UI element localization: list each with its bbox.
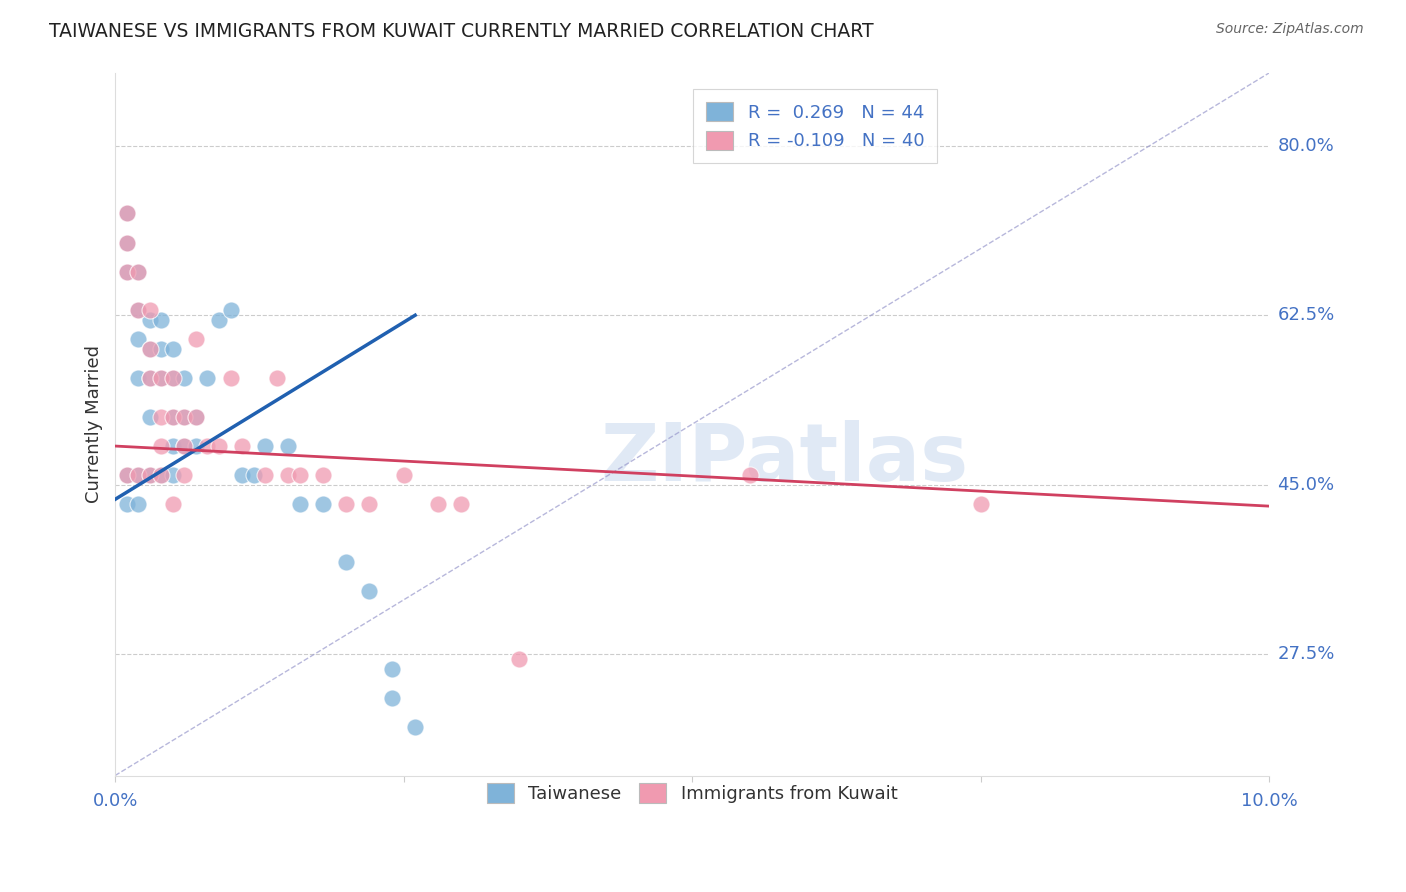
Point xyxy=(173,409,195,424)
Point xyxy=(184,409,207,424)
Point xyxy=(115,265,138,279)
Point xyxy=(381,662,404,676)
Point xyxy=(150,468,173,483)
Point xyxy=(738,468,761,483)
Point xyxy=(184,439,207,453)
Point xyxy=(139,468,162,483)
Point xyxy=(150,342,173,356)
Point xyxy=(219,303,242,318)
Point xyxy=(162,497,184,511)
Point xyxy=(208,313,231,327)
Point xyxy=(277,439,299,453)
Point xyxy=(115,235,138,250)
Text: 45.0%: 45.0% xyxy=(1278,475,1334,494)
Point xyxy=(162,371,184,385)
Point xyxy=(139,303,162,318)
Point xyxy=(150,313,173,327)
Point xyxy=(184,333,207,347)
Point xyxy=(139,342,162,356)
Point xyxy=(115,497,138,511)
Point xyxy=(231,468,253,483)
Point xyxy=(115,468,138,483)
Point xyxy=(127,265,149,279)
Text: 62.5%: 62.5% xyxy=(1278,306,1334,324)
Point xyxy=(312,468,335,483)
Point xyxy=(115,265,138,279)
Point xyxy=(150,468,173,483)
Point xyxy=(162,409,184,424)
Text: Source: ZipAtlas.com: Source: ZipAtlas.com xyxy=(1216,22,1364,37)
Point xyxy=(184,409,207,424)
Point xyxy=(208,439,231,453)
Point xyxy=(127,468,149,483)
Point xyxy=(197,371,219,385)
Point xyxy=(288,468,311,483)
Point xyxy=(254,468,277,483)
Y-axis label: Currently Married: Currently Married xyxy=(86,345,103,503)
Point xyxy=(277,468,299,483)
Point xyxy=(335,555,357,569)
Point xyxy=(139,371,162,385)
Point xyxy=(115,206,138,220)
Point xyxy=(139,313,162,327)
Point xyxy=(266,371,288,385)
Point xyxy=(150,371,173,385)
Point xyxy=(508,652,530,666)
Point xyxy=(173,468,195,483)
Point xyxy=(173,439,195,453)
Point xyxy=(392,468,415,483)
Text: 0.0%: 0.0% xyxy=(93,792,138,810)
Point xyxy=(173,409,195,424)
Point xyxy=(254,439,277,453)
Point xyxy=(427,497,450,511)
Point xyxy=(357,584,380,599)
Text: 27.5%: 27.5% xyxy=(1278,646,1334,664)
Point xyxy=(150,371,173,385)
Point xyxy=(288,497,311,511)
Point xyxy=(335,497,357,511)
Point xyxy=(127,497,149,511)
Point xyxy=(173,439,195,453)
Point xyxy=(381,690,404,705)
Point xyxy=(127,333,149,347)
Point xyxy=(404,720,426,734)
Point xyxy=(139,468,162,483)
Point xyxy=(969,497,991,511)
Point xyxy=(139,342,162,356)
Point xyxy=(312,497,335,511)
Point xyxy=(115,468,138,483)
Point xyxy=(127,371,149,385)
Point xyxy=(127,265,149,279)
Point xyxy=(219,371,242,385)
Point xyxy=(139,371,162,385)
Text: 80.0%: 80.0% xyxy=(1278,136,1334,154)
Legend: Taiwanese, Immigrants from Kuwait: Taiwanese, Immigrants from Kuwait xyxy=(474,771,910,815)
Point xyxy=(115,206,138,220)
Point xyxy=(127,303,149,318)
Point xyxy=(162,342,184,356)
Text: 10.0%: 10.0% xyxy=(1240,792,1298,810)
Point xyxy=(242,468,264,483)
Point xyxy=(127,303,149,318)
Point xyxy=(162,439,184,453)
Point xyxy=(231,439,253,453)
Text: TAIWANESE VS IMMIGRANTS FROM KUWAIT CURRENTLY MARRIED CORRELATION CHART: TAIWANESE VS IMMIGRANTS FROM KUWAIT CURR… xyxy=(49,22,875,41)
Text: ZIPatlas: ZIPatlas xyxy=(600,420,969,499)
Point xyxy=(139,409,162,424)
Point xyxy=(197,439,219,453)
Point xyxy=(173,371,195,385)
Point xyxy=(150,409,173,424)
Point xyxy=(162,371,184,385)
Point xyxy=(115,235,138,250)
Point xyxy=(127,468,149,483)
Point xyxy=(162,409,184,424)
Point xyxy=(150,439,173,453)
Point xyxy=(357,497,380,511)
Point xyxy=(162,468,184,483)
Point xyxy=(450,497,472,511)
